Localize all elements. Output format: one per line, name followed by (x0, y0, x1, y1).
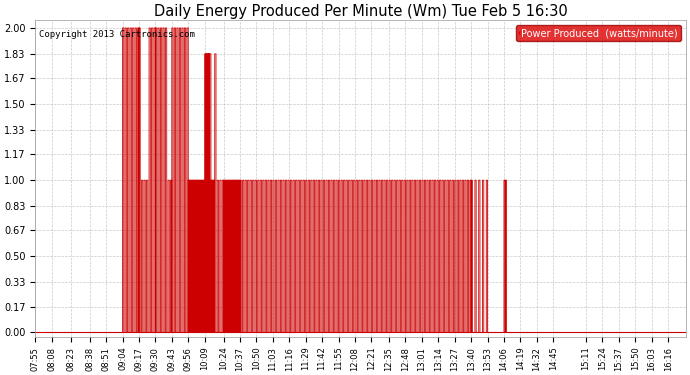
Legend: Power Produced  (watts/minute): Power Produced (watts/minute) (515, 25, 681, 41)
Title: Daily Energy Produced Per Minute (Wm) Tue Feb 5 16:30: Daily Energy Produced Per Minute (Wm) Tu… (154, 4, 567, 19)
Text: Copyright 2013 Cartronics.com: Copyright 2013 Cartronics.com (39, 30, 195, 39)
